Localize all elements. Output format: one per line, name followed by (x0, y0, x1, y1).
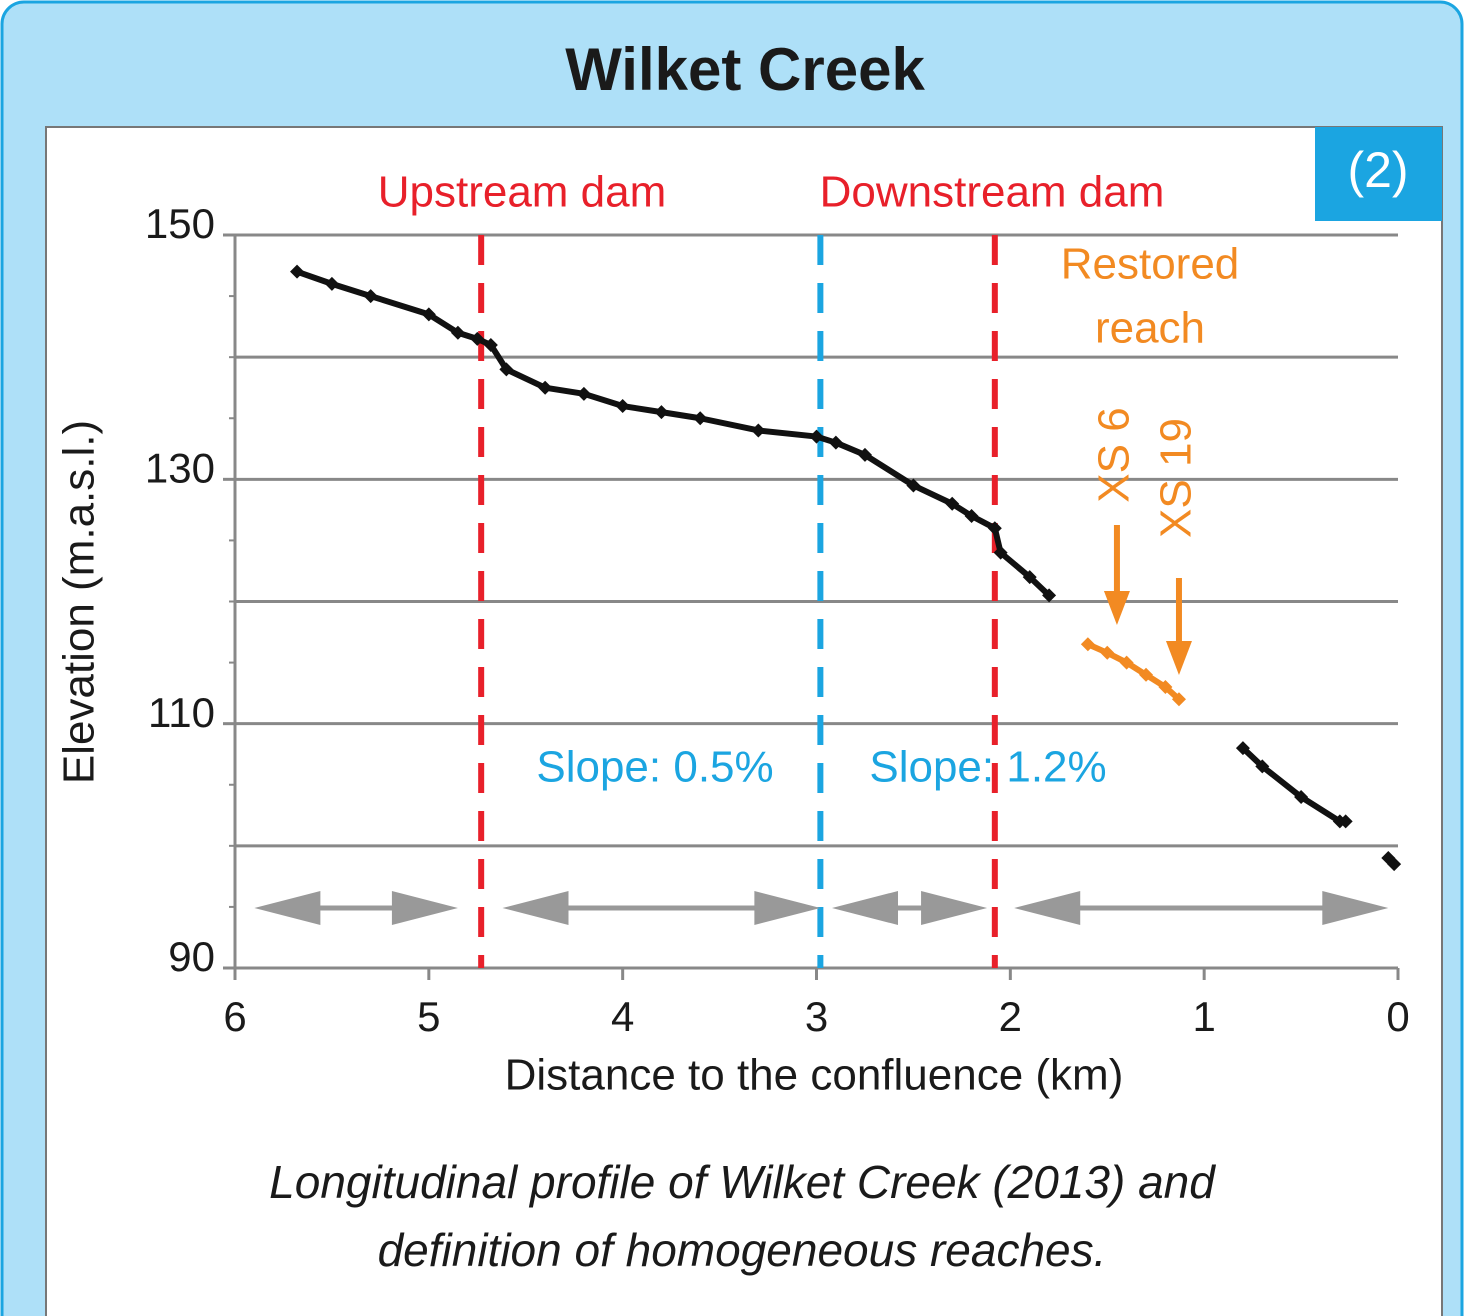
dam-label: Upstream dam (378, 168, 667, 217)
data-point (1100, 645, 1115, 660)
x-tick-label: 2 (999, 993, 1022, 1040)
data-point (324, 276, 339, 291)
data-point (1387, 857, 1402, 872)
caption: definition of homogeneous reaches. (378, 1224, 1107, 1276)
data-point (483, 337, 498, 352)
reach-arrow-part (391, 891, 458, 925)
y-tick-label: 110 (148, 689, 215, 736)
y-tick-label: 90 (168, 933, 215, 980)
data-point (654, 405, 669, 420)
data-point (1042, 588, 1057, 603)
slope-label: Slope: 1.2% (869, 743, 1106, 792)
data-point (1171, 692, 1186, 707)
data-point (470, 331, 485, 346)
data-point (964, 508, 979, 523)
dam-label: Downstream dam (820, 168, 1165, 217)
data-point (450, 325, 465, 340)
data-point (1080, 637, 1095, 652)
data-point (1294, 789, 1309, 804)
caption: Longitudinal profile of Wilket Creek (20… (269, 1156, 1216, 1208)
reach-arrow-part (754, 891, 821, 925)
reach-arrow-part (921, 891, 988, 925)
data-point (693, 411, 708, 426)
reach-arrow (832, 891, 988, 925)
badge: (2) (1347, 142, 1408, 198)
reach-arrow-part (502, 891, 569, 925)
data-point (538, 380, 553, 395)
reach-arrow-part (1014, 891, 1081, 925)
x-tick-label: 1 (1192, 993, 1215, 1040)
xs-label: XS 6 (1090, 407, 1139, 502)
data-point (945, 496, 960, 511)
data-point (857, 447, 872, 462)
xs-arrow-head (1165, 641, 1192, 675)
data-point (1255, 759, 1270, 774)
slope-label: Slope: 0.5% (536, 743, 773, 792)
data-point (615, 399, 630, 414)
data-point (1139, 667, 1154, 682)
xs-arrow-head (1103, 591, 1130, 625)
data-point (421, 307, 436, 322)
x-tick-label: 6 (223, 993, 246, 1040)
plot-panel (45, 126, 1443, 1316)
restored-label: Restored (1061, 240, 1240, 289)
data-point (1158, 680, 1173, 695)
x-tick-label: 0 (1386, 993, 1409, 1040)
reach-arrow-part (832, 891, 899, 925)
data-point (751, 423, 766, 438)
data-point (1338, 814, 1353, 829)
data-point (1119, 655, 1134, 670)
x-tick-label: 5 (417, 993, 440, 1040)
data-point (363, 289, 378, 304)
data-point (993, 545, 1008, 560)
reach-arrow (1014, 891, 1389, 925)
x-axis-label: Distance to the confluence (km) (505, 1051, 1124, 1100)
y-tick-label: 130 (145, 444, 215, 491)
restored-label: reach (1095, 304, 1205, 353)
data-point (828, 435, 843, 450)
data-point (809, 429, 824, 444)
data-point (290, 264, 305, 279)
reach-arrow (502, 891, 821, 925)
x-tick-label: 3 (805, 993, 828, 1040)
data-point (1235, 741, 1250, 756)
data-point (576, 386, 591, 401)
chart-title: Wilket Creek (565, 36, 925, 103)
data-point (499, 362, 514, 377)
badge-box (1315, 127, 1442, 221)
y-tick-label: 150 (145, 200, 215, 247)
data-point (1022, 570, 1037, 585)
reach-arrow-part (1322, 891, 1389, 925)
reach-arrow-part (254, 891, 321, 925)
y-axis-label: Elevation (m.a.s.l.) (55, 420, 104, 784)
x-tick-label: 4 (611, 993, 634, 1040)
reach-arrow (254, 891, 458, 925)
data-point (906, 478, 921, 493)
xs-label: XS 19 (1152, 418, 1201, 538)
data-point (987, 521, 1002, 536)
